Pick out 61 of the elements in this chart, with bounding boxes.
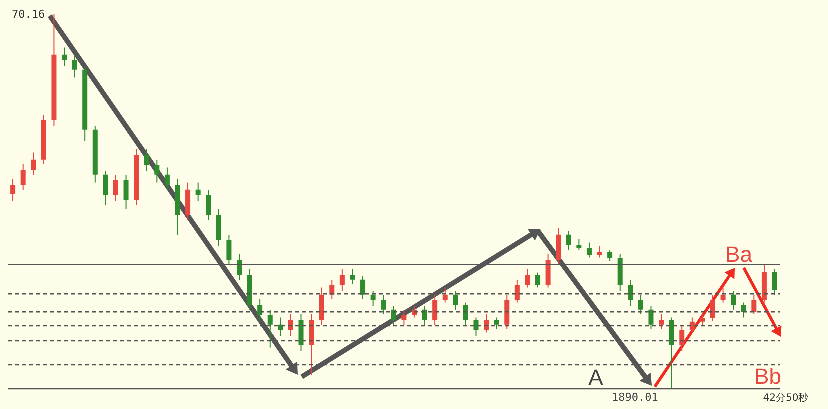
candlestick <box>268 310 273 348</box>
candlestick <box>741 302 746 318</box>
text: 1890.01 <box>612 391 658 404</box>
candlestick <box>628 280 634 307</box>
candlestick <box>536 272 541 288</box>
candlestick <box>330 280 335 300</box>
candlestick <box>453 291 458 311</box>
candlestick <box>576 238 582 251</box>
candlestick <box>226 234 232 266</box>
candlestick <box>474 317 479 337</box>
candlestick <box>432 294 438 326</box>
candlestick <box>752 294 757 314</box>
candlestick <box>72 54 78 78</box>
candlestick <box>164 167 170 191</box>
candlestick <box>525 268 530 288</box>
annotation: Bb <box>754 364 782 389</box>
candlestick <box>20 164 26 191</box>
candlestick <box>690 317 695 334</box>
candlestick <box>236 254 242 281</box>
candlestick <box>772 268 778 296</box>
candlestick <box>731 291 736 311</box>
candlestick <box>288 314 294 337</box>
candlestick <box>340 268 345 292</box>
candlestick <box>402 310 407 326</box>
candlestick <box>62 47 68 67</box>
candlestick <box>566 231 572 251</box>
candlestick <box>381 294 386 314</box>
candlestick <box>103 171 108 206</box>
candlestick <box>514 280 520 304</box>
candlestick <box>463 302 468 326</box>
text: 42分50秒 <box>763 392 809 404</box>
candlestick <box>586 242 592 258</box>
candlestick <box>360 276 366 300</box>
candlestick <box>442 287 448 304</box>
candlestick <box>494 317 500 330</box>
annotation: Ba <box>726 242 754 267</box>
annotation: 70.16 <box>12 8 46 21</box>
candlestick <box>258 298 263 322</box>
candlestick <box>700 314 706 326</box>
candlestick <box>422 306 428 326</box>
candlestick <box>196 182 201 202</box>
candlestick <box>659 314 664 330</box>
candlestick <box>710 294 716 322</box>
candlestick <box>608 250 613 262</box>
annotation: A <box>588 365 604 390</box>
candlestick <box>10 178 16 202</box>
candlestick <box>720 287 726 304</box>
candlestick <box>370 291 376 307</box>
candlestick <box>206 190 212 221</box>
candlestick <box>31 152 36 176</box>
candlestick <box>391 306 396 326</box>
candlestick <box>648 306 654 330</box>
candlestick <box>638 294 644 314</box>
candlestick <box>484 314 490 334</box>
candlestick <box>350 268 356 284</box>
candlestick <box>597 246 602 258</box>
candlestick <box>113 174 118 202</box>
candlestick <box>680 324 685 352</box>
candlestick <box>144 148 150 172</box>
candlestick <box>154 160 160 184</box>
candlestick <box>124 174 129 210</box>
